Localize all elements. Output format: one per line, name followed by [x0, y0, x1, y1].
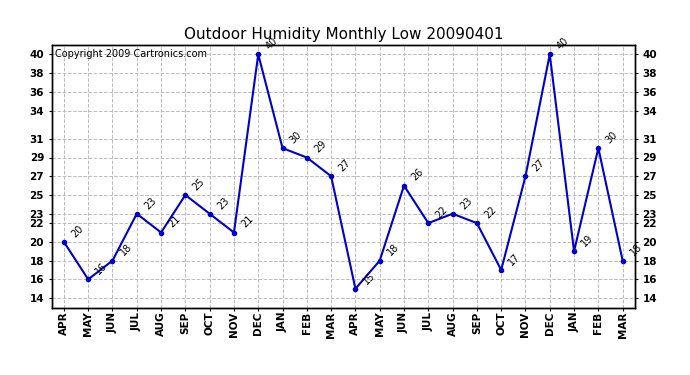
Text: 26: 26	[410, 167, 426, 183]
Text: 29: 29	[313, 139, 328, 155]
Text: 20: 20	[70, 223, 86, 239]
Text: 18: 18	[118, 242, 134, 258]
Text: 27: 27	[337, 158, 353, 174]
Text: 16: 16	[94, 261, 110, 277]
Title: Outdoor Humidity Monthly Low 20090401: Outdoor Humidity Monthly Low 20090401	[184, 27, 503, 42]
Text: 22: 22	[434, 204, 450, 220]
Text: 22: 22	[482, 204, 498, 220]
Text: 18: 18	[385, 242, 401, 258]
Text: 40: 40	[555, 36, 571, 52]
Text: Copyright 2009 Cartronics.com: Copyright 2009 Cartronics.com	[55, 49, 207, 59]
Text: 40: 40	[264, 36, 279, 52]
Text: 30: 30	[604, 130, 620, 146]
Text: 19: 19	[580, 233, 595, 249]
Text: 17: 17	[506, 251, 522, 267]
Text: 23: 23	[142, 195, 158, 211]
Text: 15: 15	[361, 270, 377, 286]
Text: 23: 23	[215, 195, 231, 211]
Text: 23: 23	[458, 195, 474, 211]
Text: 30: 30	[288, 130, 304, 146]
Text: 21: 21	[239, 214, 255, 230]
Text: 27: 27	[531, 158, 547, 174]
Text: 18: 18	[628, 242, 644, 258]
Text: 21: 21	[166, 214, 182, 230]
Text: 25: 25	[191, 176, 207, 192]
